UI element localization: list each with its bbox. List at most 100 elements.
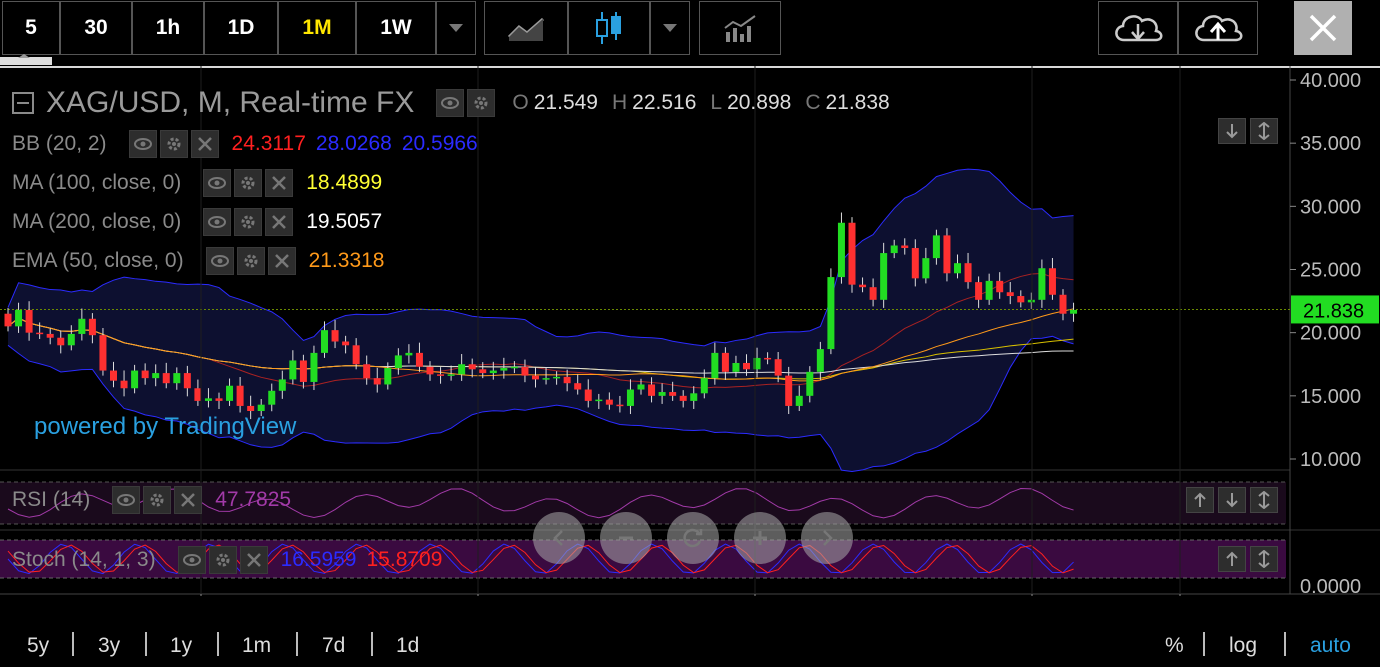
candle-body: [373, 378, 381, 385]
interval-1w-button[interactable]: 1W: [356, 1, 436, 55]
zoom-out-button[interactable]: [600, 512, 652, 564]
chevron-right-icon: [823, 530, 833, 546]
symbol-title: XAG/USD, M, Real-time FX: [46, 86, 415, 119]
zoom-in-button[interactable]: [734, 512, 786, 564]
candle-body: [563, 376, 571, 384]
candle-body: [753, 357, 761, 370]
candle-body: [15, 309, 23, 327]
candle-body: [711, 352, 719, 379]
scroll-left-button[interactable]: [533, 512, 585, 564]
stoch-axis-label: 0.0000: [1300, 576, 1361, 596]
eye-icon[interactable]: [436, 89, 465, 117]
auto-scale-button[interactable]: auto: [1310, 634, 1351, 657]
gear-icon[interactable]: [236, 247, 265, 275]
bb-basis-value: 24.3117: [231, 132, 306, 155]
arrow-up-icon[interactable]: [1186, 487, 1214, 513]
close-icon: [1309, 14, 1337, 42]
remove-icon[interactable]: [174, 486, 203, 514]
indicators-button[interactable]: [699, 1, 781, 55]
eye-icon[interactable]: [112, 486, 141, 514]
candle-body: [637, 384, 645, 390]
close-button[interactable]: [1294, 1, 1352, 55]
line-chart-button[interactable]: [484, 1, 568, 55]
remove-icon[interactable]: [267, 247, 296, 275]
arrow-down-icon[interactable]: [1218, 487, 1246, 513]
scroll-right-button[interactable]: [801, 512, 853, 564]
stoch-name: Stoch (14, 1, 3): [12, 548, 156, 571]
gear-icon[interactable]: [159, 130, 188, 158]
separator: [296, 632, 298, 656]
bb-lower-value: 20.5966: [401, 132, 478, 155]
remove-icon[interactable]: [265, 169, 294, 197]
eye-icon[interactable]: [177, 546, 206, 574]
candle-body: [869, 287, 877, 300]
gear-icon[interactable]: [234, 208, 263, 236]
eye-icon[interactable]: [203, 208, 232, 236]
candle-body: [299, 360, 307, 382]
candle-body: [690, 393, 698, 401]
cloud-download-button[interactable]: [1098, 1, 1178, 55]
range-7d-button[interactable]: 7d: [322, 634, 346, 657]
chart-navigation: [533, 512, 868, 564]
interval-dropdown-button[interactable]: [436, 1, 476, 55]
expand-vertical-icon[interactable]: [1250, 118, 1278, 144]
powered-by-tradingview[interactable]: powered by TradingView: [34, 413, 297, 440]
price-axis-label: 30.000: [1300, 196, 1361, 218]
candle-body: [574, 383, 582, 390]
expand-vertical-icon[interactable]: [1250, 546, 1278, 572]
low-value: 20.898: [727, 91, 792, 114]
range-1m-button[interactable]: 1m: [242, 634, 272, 657]
reset-button[interactable]: [667, 512, 719, 564]
log-scale-button[interactable]: log: [1229, 634, 1258, 657]
eye-icon[interactable]: [203, 169, 232, 197]
interval-1d-button[interactable]: 1D: [204, 1, 278, 55]
candle-body: [996, 280, 1004, 293]
remove-icon[interactable]: [190, 130, 219, 158]
interval-1h-button[interactable]: 1h: [132, 1, 204, 55]
candle-body: [215, 398, 223, 401]
candle-body: [679, 395, 687, 401]
arrow-down-icon[interactable]: [1218, 118, 1246, 144]
chevron-down-icon: [663, 24, 677, 32]
candle-body: [911, 248, 919, 279]
rsi-value: 47.7825: [215, 488, 292, 511]
candle-body: [1070, 309, 1078, 314]
range-3y-button[interactable]: 3y: [98, 634, 121, 657]
gear-icon[interactable]: [234, 169, 263, 197]
percent-scale-button[interactable]: %: [1165, 634, 1184, 657]
rsi-legend: RSI (14) 47.7825: [0, 486, 291, 514]
ema50-value: 21.3318: [308, 249, 385, 272]
eye-icon[interactable]: [205, 247, 234, 275]
bb-upper-value: 28.0268: [315, 132, 392, 155]
chart-type-dropdown-button[interactable]: [650, 1, 690, 55]
gear-icon[interactable]: [208, 546, 237, 574]
interval-1m-button[interactable]: 1M: [278, 1, 356, 55]
zoom-in-icon: [753, 531, 767, 545]
separator: [1203, 632, 1205, 656]
candle-body: [384, 368, 392, 385]
candle-body: [394, 355, 402, 369]
eye-icon[interactable]: [128, 130, 157, 158]
collapse-icon[interactable]: [12, 92, 34, 114]
gear-icon[interactable]: [467, 89, 496, 117]
line-chart-icon: [507, 17, 544, 41]
gear-icon[interactable]: [143, 486, 172, 514]
expand-vertical-icon[interactable]: [1250, 487, 1278, 513]
price-axis-label: 15.000: [1300, 386, 1361, 408]
arrow-up-icon[interactable]: [1218, 546, 1246, 572]
candle-body: [415, 352, 423, 367]
candle-body: [500, 368, 508, 371]
candle-body: [553, 376, 561, 379]
remove-icon[interactable]: [239, 546, 268, 574]
interval-5-button[interactable]: 5: [2, 1, 60, 55]
remove-icon[interactable]: [265, 208, 294, 236]
range-1d-button[interactable]: 1d: [396, 634, 420, 657]
range-5y-button[interactable]: 5y: [27, 634, 50, 657]
interval-30-button[interactable]: 30: [60, 1, 132, 55]
range-1y-button[interactable]: 1y: [170, 634, 193, 657]
candle-body: [880, 253, 888, 300]
candle-body: [922, 258, 930, 279]
candlestick-button[interactable]: [568, 1, 650, 55]
scroll-handle[interactable]: [0, 54, 52, 65]
cloud-upload-button[interactable]: [1178, 1, 1258, 55]
